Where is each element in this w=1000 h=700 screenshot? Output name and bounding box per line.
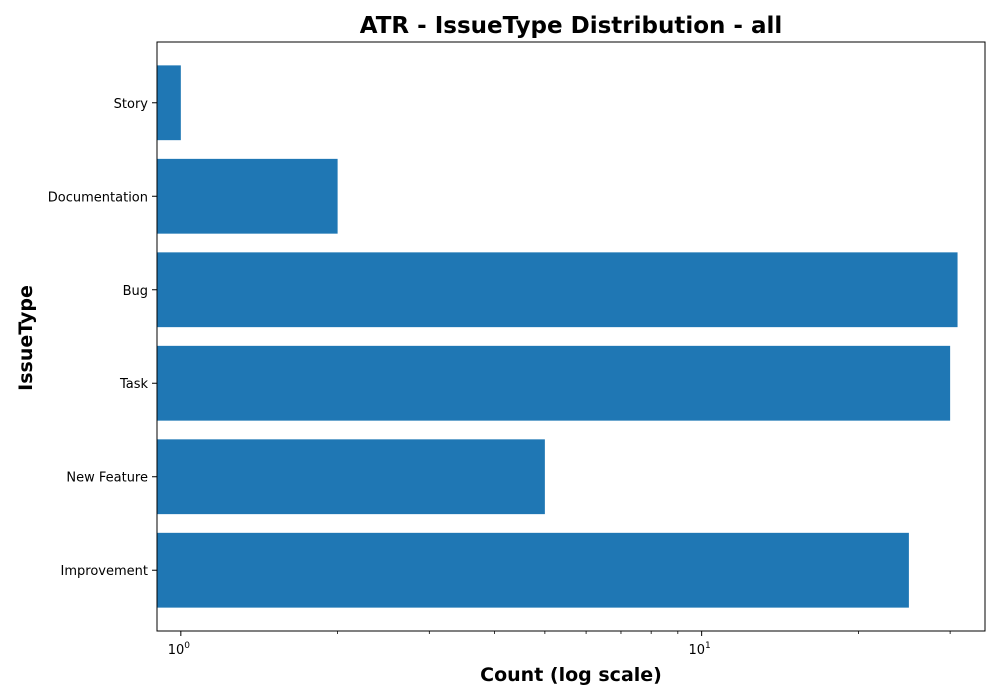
bar-improvement bbox=[157, 532, 909, 608]
bars-group bbox=[157, 65, 958, 608]
x-ticks-group: 100 101 bbox=[168, 631, 951, 658]
bar-bug bbox=[157, 252, 958, 328]
bar-task bbox=[157, 345, 951, 421]
y-tick-label-bug: Bug bbox=[123, 284, 148, 299]
y-tick-label-new-feature: New Feature bbox=[66, 471, 148, 486]
bar-new-feature bbox=[157, 439, 545, 515]
chart-title: ATR - IssueType Distribution - all bbox=[360, 13, 783, 39]
y-tick-label-improvement: Improvement bbox=[61, 564, 148, 579]
x-tick-label: 101 bbox=[689, 641, 711, 658]
y-ticks-group: Improvement New Feature Task Bug Documentati… bbox=[48, 97, 157, 579]
x-axis-label: Count (log scale) bbox=[480, 664, 662, 686]
y-tick-label-story: Story bbox=[114, 97, 149, 112]
y-tick-label-documentation: Documentation bbox=[48, 190, 148, 205]
bar-documentation bbox=[157, 158, 338, 234]
plot-frame bbox=[156, 41, 986, 632]
y-tick-label-task: Task bbox=[119, 377, 149, 392]
y-axis-label: IssueType bbox=[15, 285, 37, 391]
bar-story bbox=[157, 65, 181, 141]
x-tick-label: 100 bbox=[168, 641, 191, 658]
